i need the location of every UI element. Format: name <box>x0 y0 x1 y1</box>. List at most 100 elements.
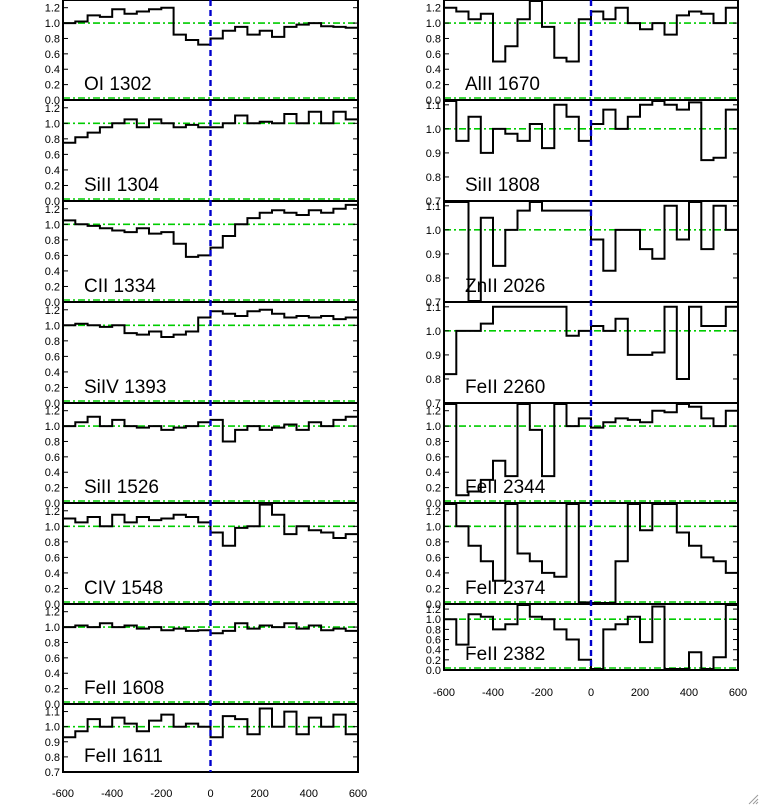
y-tick-label: 0.0 <box>45 498 60 510</box>
y-tick-label: 0.0 <box>426 665 441 677</box>
y-tick-label: 0.4 <box>45 568 60 580</box>
y-tick-label: 1.0 <box>426 421 441 433</box>
ion-label: FeII 1611 <box>84 746 163 767</box>
left-x-axis: -600 -400 -200 0 200 400 600 <box>52 788 367 800</box>
y-tick-label: 0.8 <box>45 752 60 764</box>
right-x-axis: -600 -400 -200 0 200 400 600 <box>433 687 747 699</box>
y-tick-label: 1.1 <box>426 100 441 112</box>
left-column-panels: 0.0 0.2 0.4 0.6 0.8 1.0 1.2 OI 1302 0.0 0.2 0.4 0.6… <box>45 0 359 779</box>
y-tick-label: 0.8 <box>45 134 60 146</box>
y-tick-label: 0.0 <box>45 398 60 410</box>
y-tick-label: 0.6 <box>45 250 60 262</box>
y-tick-label: 0.9 <box>426 350 441 362</box>
ion-label: SiII 1526 <box>84 477 159 498</box>
y-tick-label: 0.4 <box>45 165 60 177</box>
ion-label: FeII 2260 <box>465 377 545 398</box>
x-tick-label: -600 <box>52 788 74 800</box>
y-tick-label: 0.4 <box>45 668 60 680</box>
y-tick-label: 0.2 <box>45 382 60 394</box>
y-tick-label: 0.8 <box>45 637 60 649</box>
y-tick-label: 0.2 <box>45 180 60 192</box>
panel-feii-1608: 0.0 0.2 0.4 0.6 0.8 1.0 1.2 FeII 1608 <box>45 603 359 711</box>
ion-label: FeII 1608 <box>84 678 164 699</box>
y-tick-label: 0.4 <box>426 645 441 657</box>
y-tick-label: 1.0 <box>45 722 60 734</box>
ion-label: SiII 1304 <box>84 175 159 196</box>
y-tick-label: 0.8 <box>45 436 60 448</box>
x-tick-label: -400 <box>101 788 123 800</box>
panel-feii-2344: 0.0 0.2 0.4 0.6 0.8 1.0 1.2 FeII 2344 <box>426 402 739 510</box>
y-tick-label: 0.2 <box>45 483 60 495</box>
x-tick-label: 600 <box>729 687 747 699</box>
y-tick-label: 0.4 <box>45 64 60 76</box>
y-tick-label: 0.8 <box>426 172 441 184</box>
y-tick-label: 0.7 <box>426 196 441 208</box>
ion-label: OI 1302 <box>84 74 152 95</box>
ion-label: FeII 2382 <box>465 644 545 665</box>
ion-label: CIV 1548 <box>84 578 163 599</box>
y-tick-label: 0.8 <box>426 33 441 45</box>
panel-feii-2382: 0.00.20.40.60.81.01.2 FeII 2382 <box>426 603 739 677</box>
y-tick-label: 1.0 <box>45 320 60 332</box>
x-tick-label: 200 <box>631 687 649 699</box>
panel-alii-1670: 0.0 0.2 0.4 0.6 0.8 1.0 1.2 AlII 1670 <box>426 0 739 107</box>
y-tick-label: 1.1 <box>45 707 60 719</box>
resize-grip-icon[interactable] <box>747 793 759 805</box>
y-tick-label: 0.0 <box>426 95 441 107</box>
x-tick-label: -400 <box>482 687 504 699</box>
y-tick-label: 1.2 <box>426 604 441 616</box>
y-tick-label: 0.2 <box>426 483 441 495</box>
y-tick-label: 0.6 <box>426 452 441 464</box>
y-tick-label: 0.2 <box>45 684 60 696</box>
panel-civ-1548: 0.0 0.2 0.4 0.6 0.8 1.0 1.2 CIV 1548 <box>45 502 359 611</box>
y-tick-label: 1.0 <box>45 118 60 130</box>
x-tick-label: -200 <box>531 687 553 699</box>
y-tick-label: 0.2 <box>45 80 60 92</box>
y-tick-label: 0.8 <box>45 33 60 45</box>
y-tick-label: 0.7 <box>45 767 60 779</box>
y-tick-label: 0.4 <box>426 467 441 479</box>
y-tick-label: 1.2 <box>426 3 441 15</box>
y-tick-label: 1.0 <box>45 219 60 231</box>
y-tick-label: 0.6 <box>426 635 441 647</box>
y-tick-label: 0.0 <box>45 196 60 208</box>
ion-label: ZnII 2026 <box>465 276 545 297</box>
y-tick-label: 0.4 <box>45 266 60 278</box>
y-tick-label: 1.1 <box>426 201 441 213</box>
x-tick-label: -200 <box>150 788 172 800</box>
ion-label: AlII 1670 <box>465 74 540 95</box>
y-tick-label: 1.0 <box>426 225 441 237</box>
y-tick-label: 0.0 <box>45 599 60 611</box>
y-tick-label: 0.4 <box>426 64 441 76</box>
panel-cii-1334: 0.0 0.2 0.4 0.6 0.8 1.0 1.2 CII 1334 <box>45 200 359 309</box>
y-tick-label: 0.2 <box>426 583 441 595</box>
y-tick-label: 0.6 <box>426 49 441 61</box>
panel-oi-1302: 0.0 0.2 0.4 0.6 0.8 1.0 1.2 OI 1302 <box>45 0 359 107</box>
y-tick-label: 0.0 <box>45 699 60 711</box>
flux-spectrum <box>444 503 738 604</box>
y-tick-label: 0.6 <box>45 49 60 61</box>
ion-label: CII 1334 <box>84 276 156 297</box>
y-tick-label: 0.6 <box>426 552 441 564</box>
panel-siiv-1393: 0.0 0.2 0.4 0.6 0.8 1.0 1.2 SiIV 1393 <box>45 301 359 410</box>
y-tick-label: 0.2 <box>426 655 441 667</box>
x-tick-label: 400 <box>680 687 698 699</box>
y-tick-label: 1.2 <box>45 204 60 216</box>
y-tick-label: 0.4 <box>45 367 60 379</box>
y-tick-label: 1.2 <box>426 506 441 518</box>
y-tick-label: 0.8 <box>426 436 441 448</box>
flux-spectrum <box>444 305 738 380</box>
y-tick-label: 1.0 <box>45 622 60 634</box>
y-tick-label: 1.0 <box>426 614 441 626</box>
panel-siii-1808: 0.7 0.8 0.9 1.0 1.1 SiII 1808 <box>426 99 739 208</box>
y-tick-label: 0.2 <box>45 583 60 595</box>
y-tick-label: 1.1 <box>426 302 441 314</box>
panel-feii-2374: 0.0 0.2 0.4 0.6 0.8 1.0 1.2 FeII 2374 <box>426 502 739 611</box>
y-tick-label: 1.0 <box>45 18 60 30</box>
panel-feii-2260: 0.7 0.8 0.9 1.0 1.1 FeII 2260 <box>426 301 739 410</box>
y-tick-label: 0.7 <box>426 297 441 309</box>
y-tick-label: 0.0 <box>426 498 441 510</box>
panel-feii-1611: 0.7 0.8 0.9 1.0 1.1 FeII 1611 <box>45 703 359 779</box>
y-tick-label: 1.2 <box>45 103 60 115</box>
y-tick-label: 1.2 <box>45 305 60 317</box>
